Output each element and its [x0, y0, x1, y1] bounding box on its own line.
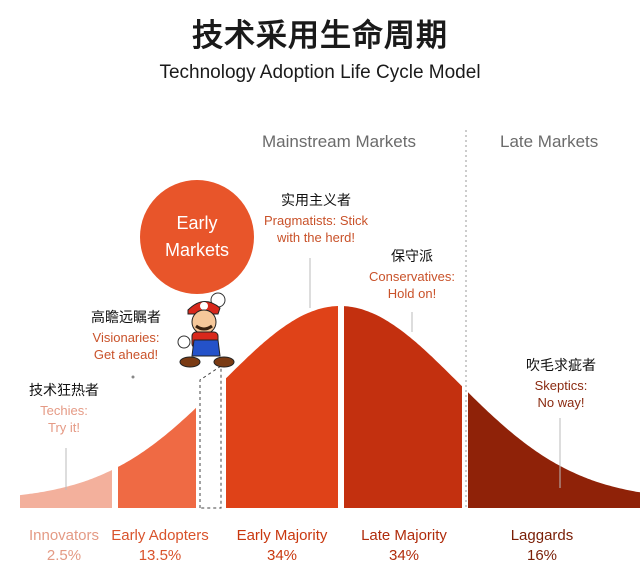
late-majority-percent: 34%: [388, 547, 420, 564]
late-majority-name: Late Majority: [361, 527, 447, 544]
late-majority-category: Late Majority 34%: [348, 526, 460, 566]
early-adopters-name: Early Adopters: [111, 527, 209, 544]
early-adopters-segment: [118, 407, 196, 508]
laggards-description-line2: No way!: [537, 395, 585, 410]
innovators-annotation: 技术狂热者 Techies: Try it!: [14, 383, 114, 436]
laggards-description-line1: Skeptics:: [534, 378, 588, 393]
laggards-segment: [468, 392, 640, 508]
chasm-gap: [199, 365, 222, 509]
late-majority-description-line2: Hold on!: [387, 286, 437, 301]
early-majority-segment: [226, 306, 338, 508]
early-adopters-percent: 13.5%: [138, 547, 182, 564]
early-adopters-annotation: 高瞻远瞩者 Visionaries: Get ahead!: [74, 310, 178, 363]
innovators-name: Innovators: [28, 527, 100, 544]
innovators-description-line2: Try it!: [47, 420, 80, 435]
early-markets-line2: Markets: [164, 240, 229, 260]
early-majority-category: Early Majority 34%: [226, 526, 338, 566]
early-majority-chinese-label: 实用主义者: [281, 193, 351, 209]
innovators-chinese-label: 技术狂热者: [29, 383, 99, 399]
early-markets-circle: Early Markets: [140, 180, 254, 294]
innovators-description-line1: Techies:: [40, 403, 88, 418]
early-majority-annotation: 实用主义者 Pragmatists: Stick with the herd!: [246, 193, 386, 246]
page-title-chinese: 技术采用生命周期: [192, 18, 448, 54]
page-title-english: Technology Adoption Life Cycle Model: [159, 62, 481, 83]
early-majority-name: Early Majority: [236, 527, 328, 544]
late-markets-label: Late Markets: [500, 132, 599, 151]
late-majority-annotation: 保守派 Conservatives: Hold on!: [356, 249, 468, 302]
laggards-name: Laggards: [510, 527, 574, 544]
laggards-percent: 16%: [526, 547, 558, 564]
early-majority-description-line2: with the herd!: [276, 230, 356, 245]
early-markets-line1: Early: [176, 213, 218, 233]
innovators-category: Innovators 2.5%: [18, 526, 110, 566]
early-majority-percent: 34%: [266, 547, 298, 564]
laggards-annotation: 吹毛求疵者 Skeptics: No way!: [508, 358, 614, 411]
laggards-category: Laggards 16%: [490, 526, 594, 566]
innovators-percent: 2.5%: [46, 547, 82, 564]
laggards-chinese-label: 吹毛求疵者: [526, 358, 596, 374]
early-adopters-leader-dot: [131, 375, 135, 379]
late-majority-segment: [344, 306, 462, 508]
early-adopters-description-line1: Visionaries:: [92, 330, 160, 345]
early-adopters-category: Early Adopters 13.5%: [104, 526, 216, 566]
late-majority-chinese-label: 保守派: [391, 249, 433, 265]
early-majority-description-line1: Pragmatists: Stick: [263, 213, 369, 228]
mascot-icon: [177, 292, 235, 368]
mainstream-markets-label: Mainstream Markets: [262, 132, 416, 151]
late-majority-description-line1: Conservatives:: [369, 269, 455, 284]
early-adopters-chinese-label: 高瞻远瞩者: [91, 310, 161, 326]
early-adopters-description-line2: Get ahead!: [93, 347, 159, 362]
